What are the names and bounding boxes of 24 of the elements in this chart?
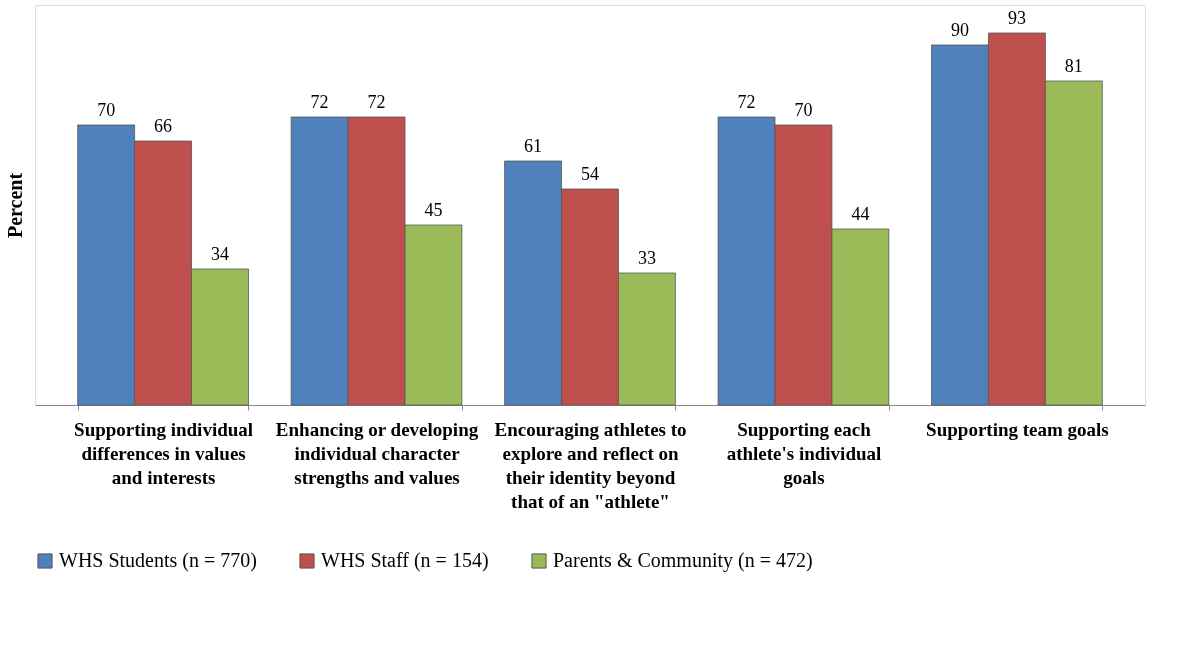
data-label: 34 bbox=[211, 244, 229, 264]
data-label: 54 bbox=[581, 164, 599, 184]
y-axis-title: Percent bbox=[3, 172, 26, 239]
data-label: 93 bbox=[1007, 8, 1026, 28]
legend-label: WHS Students (n = 770) bbox=[59, 549, 257, 572]
data-label: 90 bbox=[951, 20, 969, 40]
data-label: 44 bbox=[851, 204, 870, 224]
data-label: 72 bbox=[367, 92, 386, 112]
data-label: 72 bbox=[737, 92, 756, 112]
x-tick-label: Supporting team goals bbox=[926, 418, 1109, 440]
data-label: 70 bbox=[97, 100, 116, 120]
x-tick-label: Supporting individual differences in values and interests bbox=[74, 418, 254, 488]
x-tick-label: Supporting each athlete's individual goals bbox=[726, 418, 882, 488]
data-label: 72 bbox=[310, 92, 329, 112]
x-tick-label: Enhancing or developing individual character strengths and values bbox=[275, 418, 479, 488]
data-label: 81 bbox=[1064, 56, 1083, 76]
legend-label: WHS Staff (n = 154) bbox=[321, 549, 489, 572]
data-label: 33 bbox=[637, 248, 656, 268]
legend-label: Parents & Community (n = 472) bbox=[553, 549, 813, 572]
data-label: 45 bbox=[424, 200, 443, 220]
data-label: 61 bbox=[524, 136, 543, 156]
data-label: 66 bbox=[154, 116, 173, 136]
x-tick-label: Encouraging athletes to explore and reflect on their identity beyond that of an "athlete" bbox=[494, 418, 687, 512]
data-label: 70 bbox=[794, 100, 813, 120]
